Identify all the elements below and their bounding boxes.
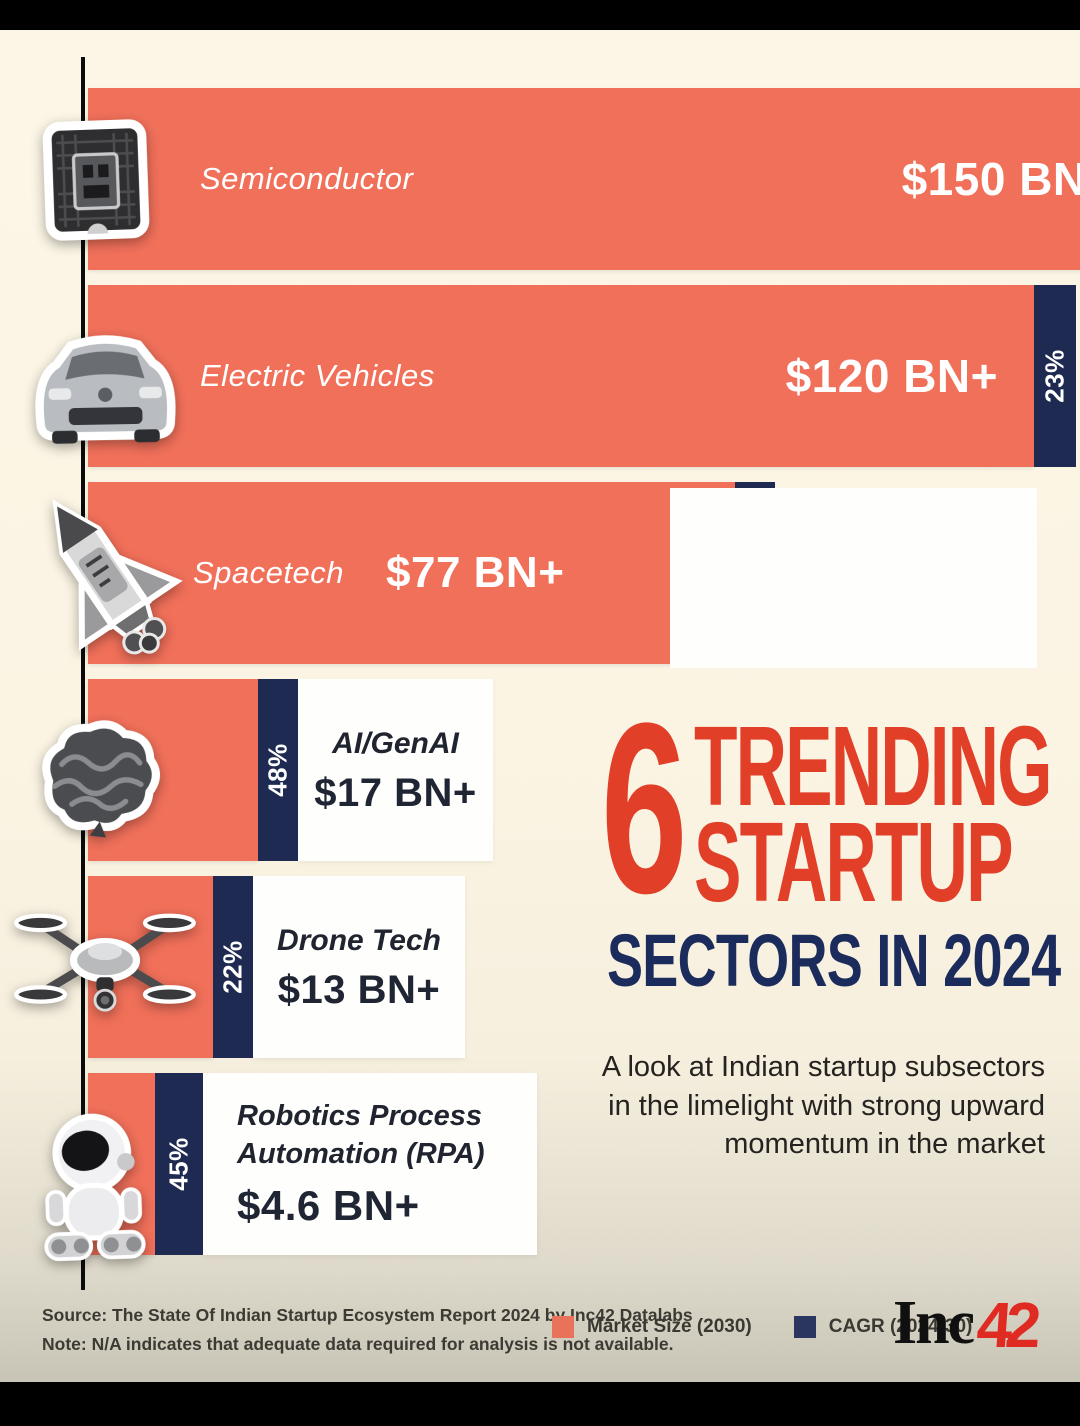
robot-icon xyxy=(44,1113,146,1262)
market-size-bar: Semiconductor $150 BN+ xyxy=(88,88,1080,270)
title-sectors-in-2024: SECTORS IN 2024 xyxy=(607,919,1061,1002)
bar-row-semiconductor: Semiconductor $150 BN+ 24% xyxy=(88,88,1080,270)
cagr-strip: 23% xyxy=(1034,285,1076,467)
market-size-bar: Spacetech $77 BN+ xyxy=(88,482,735,664)
sector-label: Drone Tech xyxy=(277,924,441,957)
space-shuttle-icon xyxy=(52,499,183,655)
market-size-value: $13 BN+ xyxy=(277,968,441,1012)
brain-icon xyxy=(42,720,160,838)
market-size-value: $120 BN+ xyxy=(785,350,998,402)
electric-car-icon xyxy=(35,335,176,444)
logo-inc-text: Inc xyxy=(893,1289,975,1357)
legend-label: CAGR (2024-30) xyxy=(828,1316,973,1337)
market-size-value: $17 BN+ xyxy=(314,771,477,815)
cagr-value: 45% xyxy=(163,1137,194,1191)
cagr-swatch-icon xyxy=(793,1316,816,1338)
cagr-strip: 45% xyxy=(155,1073,203,1255)
sector-card: AI/GenAI $17 BN+ xyxy=(298,679,493,861)
sector-card: Robotics Process Automation (RPA) $4.6 B… xyxy=(203,1073,537,1255)
title-trending-startup: TRENDING STARTUP xyxy=(694,703,1053,926)
title-line-trending: TRENDING xyxy=(694,703,1053,829)
top-letterbox-bar xyxy=(0,0,1080,30)
cagr-strip: 48% xyxy=(258,679,298,861)
market-size-value: $77 BN+ xyxy=(386,548,565,597)
subtitle-line: momentum in the market xyxy=(724,1128,1045,1161)
market-size-swatch-icon xyxy=(552,1316,574,1338)
cagr-value: 22% xyxy=(217,940,248,994)
cagr-value: 23% xyxy=(1039,349,1070,403)
sector-label: AI/GenAI xyxy=(332,727,459,760)
white-backdrop-panel xyxy=(670,488,1037,668)
chart-legend: Market Size (2030) CAGR (2024-30) xyxy=(552,1316,972,1338)
market-size-value: $4.6 BN+ xyxy=(237,1181,420,1229)
bottom-letterbox-bar xyxy=(0,1382,1080,1426)
subtitle: A look at Indian startup subsectors in t… xyxy=(565,1048,1045,1164)
logo-42-text: 42 xyxy=(974,1289,1037,1361)
semiconductor-chip-icon xyxy=(42,119,150,241)
chart-axis-line xyxy=(81,57,85,1290)
legend-item-market-size: Market Size (2030) xyxy=(552,1316,752,1338)
market-size-bar: Electric Vehicles $120 BN+ xyxy=(88,285,1034,467)
cagr-strip: 22% xyxy=(213,876,253,1058)
market-size-value: $150 BN+ xyxy=(901,153,1080,205)
drone-icon xyxy=(14,913,196,1012)
legend-item-cagr: CAGR (2024-30) xyxy=(793,1316,973,1338)
sector-label: Semiconductor xyxy=(200,161,414,196)
subtitle-line: A look at Indian startup subsectors xyxy=(601,1051,1045,1083)
sector-label: Robotics Process Automation (RPA) xyxy=(237,1100,485,1170)
source-line: Source: The State Of Indian Startup Ecos… xyxy=(42,1305,693,1325)
title-line-startup: STARTUP xyxy=(694,799,1014,926)
source-note: Source: The State Of Indian Startup Ecos… xyxy=(42,1301,693,1359)
sector-label: Spacetech xyxy=(193,555,344,590)
bar-row-drone-tech: 22% Drone Tech $13 BN+ xyxy=(88,876,465,1058)
subtitle-line: in the limelight with strong upward xyxy=(608,1089,1045,1122)
bar-row-spacetech: Spacetech $77 BN+ 25% xyxy=(88,482,1037,668)
bar-row-electric-vehicles: Electric Vehicles $120 BN+ 23% xyxy=(88,285,1076,467)
sector-card: Drone Tech $13 BN+ xyxy=(253,876,465,1058)
note-line: Note: N/A indicates that adequate data r… xyxy=(42,1333,674,1354)
cagr-value: 48% xyxy=(262,743,293,797)
title-number: 6 xyxy=(601,673,688,944)
inc42-logo: Inc 42 xyxy=(893,1288,1037,1362)
sector-label: Electric Vehicles xyxy=(200,358,435,393)
legend-label: Market Size (2030) xyxy=(587,1316,752,1337)
